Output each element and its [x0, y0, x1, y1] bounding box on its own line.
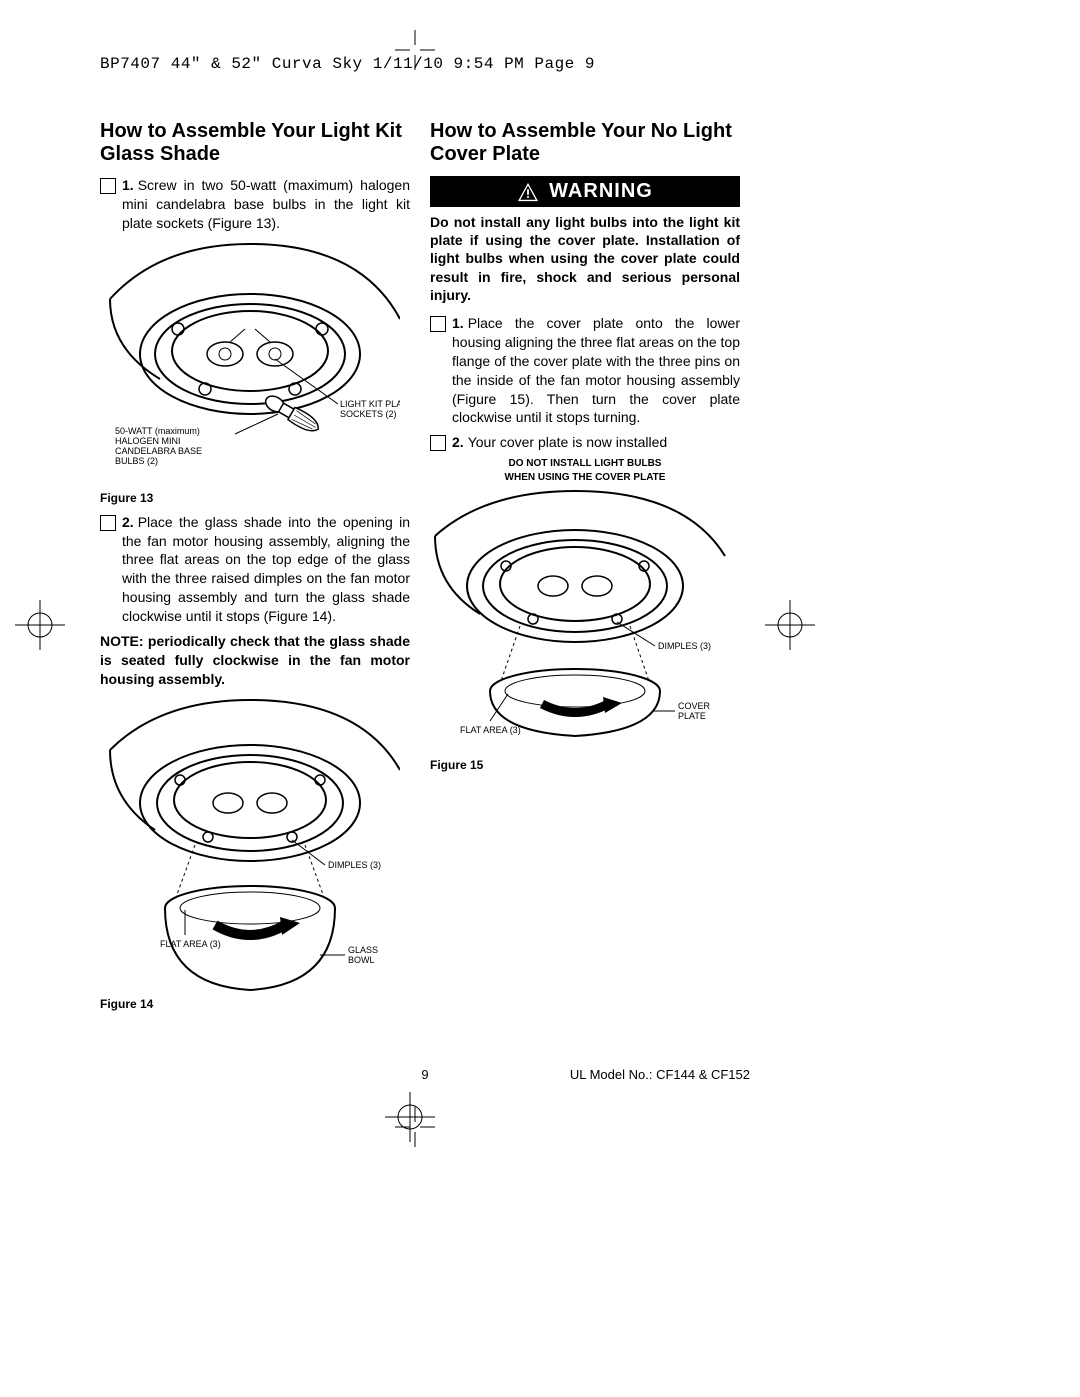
checkbox-icon [100, 515, 116, 531]
step-number: 1. [452, 315, 464, 331]
right-step-1: 1.Place the cover plate onto the lower h… [430, 314, 740, 427]
fig13-label-bulbs-l4: BULBS (2) [115, 456, 158, 466]
left-step-1: 1.Screw in two 50-watt (maximum) halogen… [100, 176, 410, 233]
right-title: How to Assemble Your No Light Cover Plat… [430, 120, 740, 166]
warning-icon [517, 182, 539, 202]
step-body: Screw in two 50-watt (maximum) halogen m… [122, 177, 410, 231]
step-number: 1. [122, 177, 134, 193]
right-step-2: 2.Your cover plate is now installed [430, 433, 740, 452]
fig13-label-bulbs-l3: CANDELABRA BASE [115, 446, 202, 456]
print-header: BP7407 44" & 52" Curva Sky 1/11/10 9:54 … [100, 55, 595, 73]
figure-13-caption: Figure 13 [100, 491, 410, 505]
step-text: 1.Screw in two 50-watt (maximum) halogen… [122, 176, 410, 233]
content-area: How to Assemble Your Light Kit Glass Sha… [100, 120, 750, 1019]
left-step-2: 2.Place the glass shade into the opening… [100, 513, 410, 626]
figure-15-caption: Figure 15 [430, 758, 740, 772]
fig13-label-bulbs-l2: HALOGEN MINI [115, 436, 181, 446]
warning-body: Do not install any light bulbs into the … [430, 213, 740, 304]
figure-14: DIMPLES (3) FLAT AREA (3) GLASS BOWL Fig… [100, 695, 410, 1011]
registration-mark-icon [385, 1092, 435, 1142]
fig15-label-cover-l2: PLATE [678, 711, 706, 721]
step-number: 2. [122, 514, 134, 530]
fig15-label-cover-l1: COVER [678, 701, 711, 711]
figure-13: LIGHT KIT PLATE SOCKETS (2) 50-WATT (max… [100, 239, 410, 505]
fig14-label-flat: FLAT AREA (3) [160, 939, 221, 949]
figure-15-note-l2: WHEN USING THE COVER PLATE [430, 472, 740, 484]
fig14-label-bowl-l2: BOWL [348, 955, 375, 965]
checkbox-icon [430, 435, 446, 451]
model-number: UL Model No.: CF144 & CF152 [570, 1067, 750, 1082]
step-text: 2.Your cover plate is now installed [452, 433, 740, 452]
figure-14-caption: Figure 14 [100, 997, 410, 1011]
registration-mark-icon [15, 600, 65, 650]
checkbox-icon [100, 178, 116, 194]
step-text: 1.Place the cover plate onto the lower h… [452, 314, 740, 427]
page-number: 9 [421, 1067, 428, 1082]
fig13-label-bulbs-l1: 50-WATT (maximum) [115, 426, 200, 436]
step-body: Place the glass shade into the opening i… [122, 514, 410, 624]
page: BP7407 44" & 52" Curva Sky 1/11/10 9:54 … [0, 0, 1080, 1397]
fig15-label-dimples: DIMPLES (3) [658, 641, 711, 651]
step-body: Place the cover plate onto the lower hou… [452, 315, 740, 425]
left-column: How to Assemble Your Light Kit Glass Sha… [100, 120, 410, 1019]
figure-15: DO NOT INSTALL LIGHT BULBS WHEN USING TH… [430, 458, 740, 772]
warning-header: WARNING [430, 176, 740, 207]
step-body: Your cover plate is now installed [468, 434, 668, 450]
warning-label: WARNING [549, 180, 653, 203]
checkbox-icon [430, 316, 446, 332]
crop-mark-icon [395, 30, 435, 70]
left-note: NOTE: periodically check that the glass … [100, 632, 410, 689]
left-title: How to Assemble Your Light Kit Glass Sha… [100, 120, 410, 166]
registration-mark-icon [765, 600, 815, 650]
fig13-label-sockets-l1: LIGHT KIT PLATE [340, 399, 400, 409]
step-text: 2.Place the glass shade into the opening… [122, 513, 410, 626]
right-column: How to Assemble Your No Light Cover Plat… [430, 120, 740, 1019]
fig14-label-bowl-l1: GLASS [348, 945, 378, 955]
fig13-label-sockets-l2: SOCKETS (2) [340, 409, 397, 419]
fig14-label-dimples: DIMPLES (3) [328, 860, 381, 870]
figure-15-note-l1: DO NOT INSTALL LIGHT BULBS [430, 458, 740, 470]
fig15-label-flat: FLAT AREA (3) [460, 725, 521, 735]
step-number: 2. [452, 434, 464, 450]
